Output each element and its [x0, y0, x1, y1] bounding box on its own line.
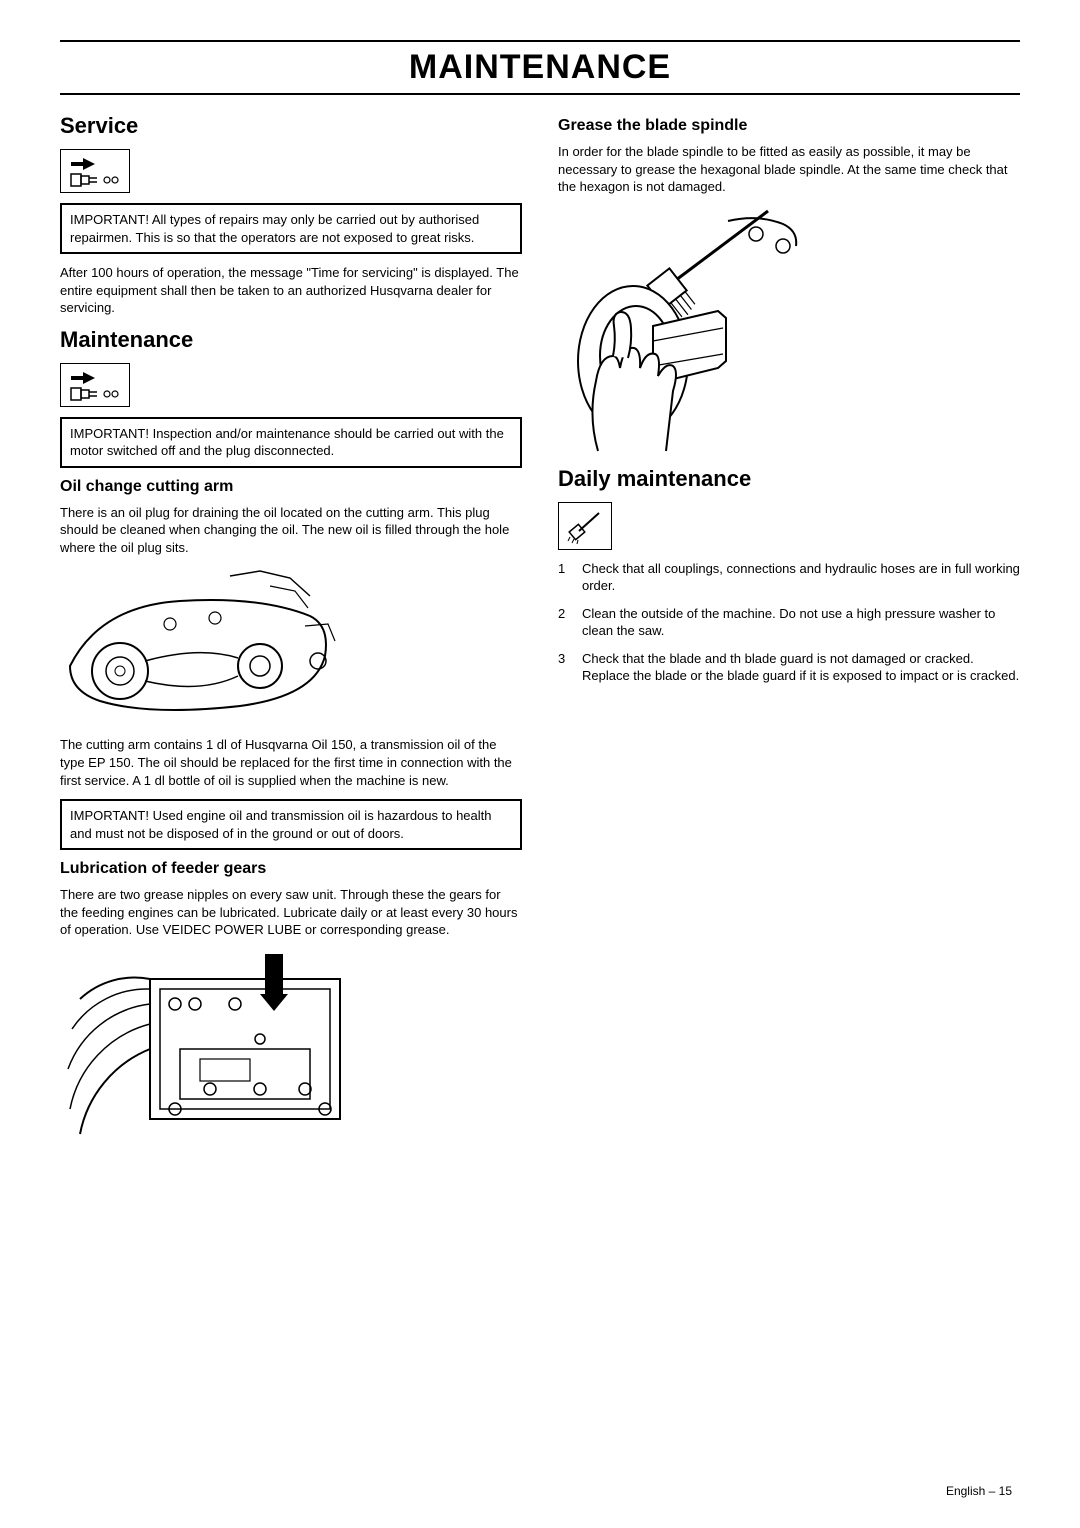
lubrication-heading: Lubrication of feeder gears	[60, 860, 522, 878]
service-paragraph: After 100 hours of operation, the messag…	[60, 264, 522, 317]
plug-disconnect-icon	[60, 149, 130, 193]
daily-maintenance-list: 1 Check that all couplings, connections a…	[558, 560, 1020, 685]
lubrication-paragraph: There are two grease nipples on every sa…	[60, 886, 522, 939]
title-horizontal-rule	[60, 93, 1020, 95]
list-text: Check that all couplings, connections an…	[582, 560, 1020, 595]
feeder-gears-illustration	[60, 949, 350, 1139]
left-column: Service IMPORTANT! All types of repairs …	[60, 113, 522, 1149]
right-column: Grease the blade spindle In order for th…	[558, 113, 1020, 1149]
top-horizontal-rule	[60, 40, 1020, 42]
oil-change-paragraph-2: The cutting arm contains 1 dl of Husqvar…	[60, 736, 522, 789]
grease-spindle-paragraph: In order for the blade spindle to be fit…	[558, 143, 1020, 196]
two-column-layout: Service IMPORTANT! All types of repairs …	[60, 113, 1020, 1149]
oil-important-box: IMPORTANT! Used engine oil and transmiss…	[60, 799, 522, 850]
list-number: 1	[558, 560, 572, 595]
footer-language: English	[946, 1484, 985, 1498]
grease-spindle-heading: Grease the blade spindle	[558, 117, 1020, 135]
list-item: 1 Check that all couplings, connections a…	[558, 560, 1020, 595]
list-item: 3 Check that the blade and th blade guard…	[558, 650, 1020, 685]
grease-spindle-illustration	[558, 206, 818, 456]
footer-separator: –	[985, 1484, 998, 1498]
brush-icon	[558, 502, 612, 550]
service-important-box: IMPORTANT! All types of repairs may only…	[60, 203, 522, 254]
list-text: Check that the blade and th blade guard …	[582, 650, 1020, 685]
plug-disconnect-icon	[60, 363, 130, 407]
page-footer: English – 15	[946, 1484, 1012, 1498]
list-number: 3	[558, 650, 572, 685]
footer-page-number: 15	[999, 1484, 1012, 1498]
page-title: MAINTENANCE	[60, 48, 1020, 87]
service-heading: Service	[60, 113, 522, 139]
cutting-arm-illustration	[60, 566, 340, 726]
list-number: 2	[558, 605, 572, 640]
oil-change-heading: Oil change cutting arm	[60, 478, 522, 496]
oil-change-paragraph-1: There is an oil plug for draining the oi…	[60, 504, 522, 557]
daily-maintenance-heading: Daily maintenance	[558, 466, 1020, 492]
maintenance-heading: Maintenance	[60, 327, 522, 353]
maintenance-important-box: IMPORTANT! Inspection and/or maintenance…	[60, 417, 522, 468]
list-item: 2 Clean the outside of the machine. Do no…	[558, 605, 1020, 640]
list-text: Clean the outside of the machine. Do not…	[582, 605, 1020, 640]
